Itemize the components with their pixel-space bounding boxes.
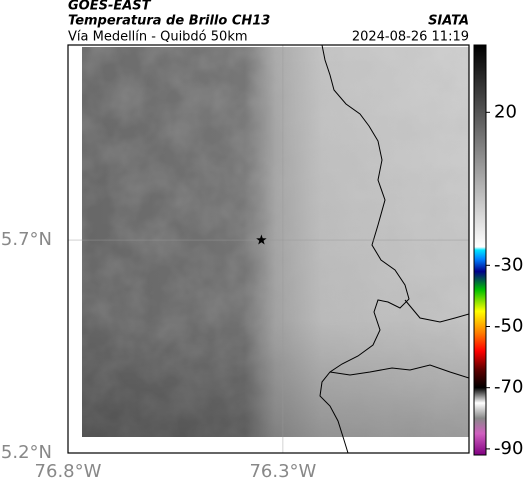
colorbar-fill xyxy=(473,44,487,456)
map-frame xyxy=(67,44,470,454)
y-tick-label: 5.2°N xyxy=(1,442,52,463)
shade xyxy=(82,47,469,437)
x-tick-label: 76.3°W xyxy=(249,461,316,482)
map-area xyxy=(82,45,469,453)
title: GOES-EAST xyxy=(68,0,152,14)
boundaries xyxy=(319,45,469,453)
y-tick-label: 5.7°N xyxy=(1,229,52,250)
source: SIATA xyxy=(428,14,469,29)
x-tick-label: 76.8°W xyxy=(35,461,102,482)
colorbar: 20 -30 -50 -70 -90 xyxy=(473,44,523,459)
colorbar-tick-label: -70 xyxy=(494,377,523,398)
subtitle: Temperatura de Brillo CH13 xyxy=(68,14,270,29)
location-marker xyxy=(256,234,267,245)
timestamp: 2024-08-26 11:19 xyxy=(352,30,469,45)
colorbar-tick-label: 20 xyxy=(494,101,517,122)
caption: Vía Medellín - Quibdó 50km xyxy=(68,30,248,45)
colorbar-tick-label: -30 xyxy=(494,254,523,275)
colorbar-tick-label: -90 xyxy=(494,438,523,459)
colorbar-tick-label: -50 xyxy=(494,315,523,336)
